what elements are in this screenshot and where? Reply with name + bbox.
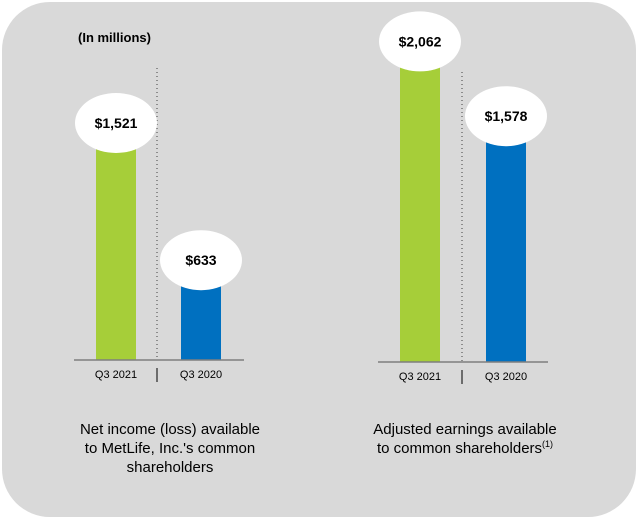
units-label: (In millions) — [78, 30, 151, 45]
bar-q3-2021 — [400, 43, 440, 363]
x-tick-label: Q3 2021 — [399, 371, 441, 383]
data-label: $1,578 — [485, 108, 528, 124]
caption-line: Adjusted earnings available — [373, 421, 557, 438]
data-label-bubble — [75, 93, 157, 154]
footnote-marker: (1) — [542, 439, 554, 449]
caption-adjusted-earnings: Adjusted earnings available to common sh… — [345, 420, 585, 458]
caption-line: Net income (loss) available — [79, 421, 261, 438]
data-label-bubble — [379, 11, 461, 72]
chart-net-income: $1,521 Q3 2021 $633 Q3 2020 — [74, 68, 244, 382]
caption-line-text: to common shareholders — [376, 440, 543, 457]
caption-line: to common shareholders(1) — [345, 439, 585, 458]
x-tick-label: Q3 2020 — [485, 371, 527, 383]
data-label: $2,062 — [399, 33, 442, 49]
x-tick-label: Q3 2021 — [95, 369, 137, 381]
bar-q3-2020 — [486, 118, 526, 362]
chart-adjusted-earnings: $2,062 Q3 2021 $1,578 Q3 2020 — [378, 11, 548, 384]
data-label-bubble — [160, 230, 242, 291]
caption-net-income: Net income (loss) available to MetLife, … — [50, 420, 290, 477]
caption-line: to MetLife, Inc.'s common — [84, 440, 256, 457]
x-tick-label: Q3 2020 — [180, 369, 222, 381]
data-label: $1,521 — [95, 115, 138, 131]
bar-q3-2021 — [96, 125, 136, 361]
caption-line: shareholders — [126, 459, 214, 476]
data-label-bubble — [465, 86, 547, 147]
data-label: $633 — [185, 252, 216, 268]
